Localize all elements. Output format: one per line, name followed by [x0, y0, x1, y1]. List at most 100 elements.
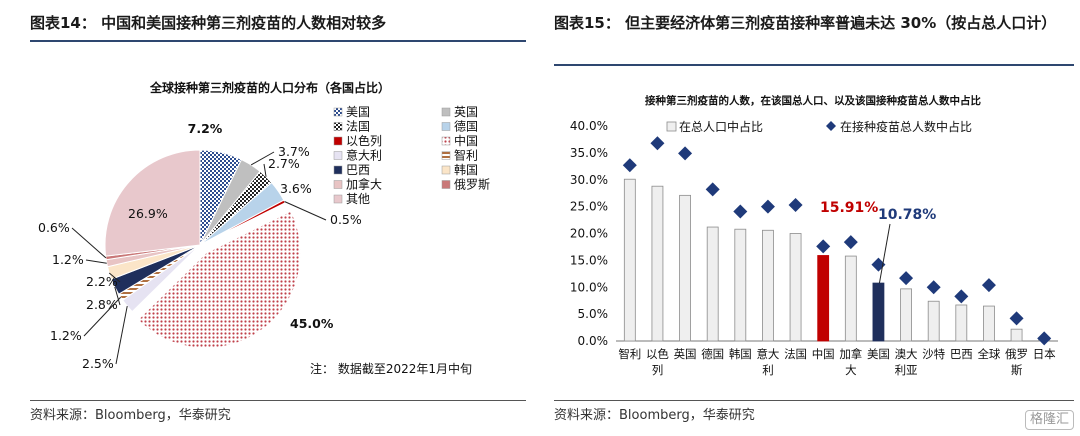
x-tick-1-1: 列 — [652, 363, 664, 377]
bar-12 — [955, 304, 968, 342]
pie-chart: 全球接种第三剂疫苗的人口分布（各国占比） 注： 数据截至2022年1月中旬 7.2%… — [38, 80, 490, 376]
pie-label-7: 1.2% — [50, 328, 82, 343]
source-rule-right — [554, 400, 1074, 401]
marker-4 — [733, 204, 748, 219]
pie-label-3: 3.6% — [280, 181, 312, 196]
bar-3 — [706, 226, 719, 342]
legend-swatch-2 — [333, 122, 343, 131]
x-tick-14-0: 俄罗 — [1005, 347, 1028, 361]
legend-swatch-5 — [441, 136, 451, 146]
pie-slice-5 — [137, 210, 302, 349]
x-tick-15-0: 日本 — [1033, 347, 1056, 361]
bar-7 — [817, 255, 830, 342]
bar-11 — [927, 300, 940, 342]
marker-2 — [678, 146, 693, 161]
pie-note: 注： 数据截至2022年1月中旬 — [310, 361, 472, 376]
bar-10 — [900, 288, 912, 342]
highlight-label-1: 10.78% — [878, 207, 936, 223]
legend-label-9: 韩国 — [454, 162, 478, 177]
highlight-leader-1 — [878, 223, 891, 284]
pie-slice-12 — [104, 149, 201, 257]
pie-label-12: 26.9% — [128, 206, 168, 221]
x-tick-11-0: 沙特 — [922, 347, 945, 361]
y-tick-6: 30.0% — [570, 173, 608, 187]
bar-5 — [762, 229, 774, 342]
source-left: 资料来源：Bloomberg，华泰研究 — [30, 408, 231, 423]
x-tick-14-1: 斯 — [1011, 363, 1023, 377]
legend-label-5: 中国 — [454, 133, 478, 148]
legend-bar-swatch — [666, 121, 677, 132]
legend-swatch-0 — [333, 107, 343, 117]
y-tick-1: 5.0% — [578, 307, 609, 321]
x-tick-2-0: 英国 — [674, 347, 697, 361]
pie-label-1: 3.7% — [278, 144, 310, 159]
x-tick-8-1: 大 — [845, 363, 857, 377]
bar-1 — [651, 185, 664, 342]
marker-8 — [843, 235, 858, 250]
source-rule-left — [30, 400, 526, 401]
x-tick-5-0: 意大 — [756, 347, 779, 361]
marker-6 — [788, 198, 803, 213]
pie-leader-10 — [85, 259, 107, 264]
pie-label-8: 2.8% — [86, 297, 118, 312]
y-tick-0: 0.0% — [578, 334, 609, 348]
x-tick-3-0: 德国 — [701, 347, 724, 361]
marker-15 — [1037, 331, 1052, 346]
pie-leader-6 — [115, 305, 128, 365]
bar-13 — [983, 305, 995, 342]
legend-swatch-10 — [333, 180, 343, 189]
bar-6 — [789, 233, 802, 342]
legend-label-4: 以色列 — [346, 134, 382, 148]
marker-12 — [954, 289, 969, 304]
y-tick-8: 40.0% — [570, 119, 608, 133]
bar-14 — [1010, 328, 1023, 342]
legend-label-7: 智利 — [454, 148, 478, 163]
bar-9 — [872, 282, 885, 342]
pie-leader-8 — [114, 286, 121, 306]
legend-swatch-11 — [441, 180, 451, 189]
legend-label-10: 加拿大 — [346, 177, 382, 192]
x-tick-7-0: 中国 — [812, 347, 835, 361]
figure-title-left: 图表14： 中国和美国接种第三剂疫苗的人数相对较多 — [30, 14, 387, 32]
marker-1 — [650, 136, 665, 151]
legend-label-11: 俄罗斯 — [454, 178, 490, 192]
y-tick-7: 35.0% — [570, 146, 608, 160]
figure-title-right: 图表15： 但主要经济体第三剂疫苗接种率普遍未达 30%（按占总人口计） — [554, 14, 1057, 32]
x-tick-9-0: 美国 — [867, 347, 890, 361]
legend-marker-swatch — [826, 121, 836, 131]
legend-marker-label: 在接种疫苗总人数中占比 — [840, 119, 972, 134]
marker-7 — [816, 239, 831, 254]
x-tick-1-0: 以色 — [646, 347, 669, 361]
pie-label-5: 45.0% — [290, 316, 334, 331]
x-tick-0-0: 智利 — [618, 347, 641, 361]
bar-0 — [623, 178, 636, 342]
marker-0 — [622, 158, 637, 173]
y-tick-4: 20.0% — [570, 227, 608, 241]
legend-label-6: 意大利 — [346, 148, 382, 163]
legend-bar-label: 在总人口中占比 — [679, 119, 763, 134]
marker-14 — [1009, 311, 1024, 326]
y-tick-2: 10.0% — [570, 280, 608, 294]
right-panel: 图表15： 但主要经济体第三剂疫苗接种率普遍未达 30%（按占总人口计） 接种第… — [546, 0, 1080, 436]
legend-swatch-4 — [333, 136, 343, 146]
pie-leader-4 — [284, 201, 327, 221]
pie-leader-7 — [83, 296, 122, 337]
x-tick-10-0: 澳大 — [895, 347, 918, 361]
legend-label-2: 法国 — [346, 120, 370, 134]
title-rule-left — [30, 40, 526, 42]
pie-slice-4 — [199, 199, 286, 246]
x-tick-13-0: 全球 — [977, 347, 1000, 361]
pie-label-6: 2.5% — [82, 356, 114, 371]
x-tick-5-1: 利 — [762, 363, 774, 377]
legend-swatch-1 — [441, 107, 451, 117]
pie-label-9: 2.2% — [86, 274, 118, 289]
bar-chart: 接种第三剂疫苗的人数，在该国总人口、以及该国接种疫苗总人数中占比 0.0% 5.0%… — [570, 94, 1058, 377]
marker-3 — [705, 182, 720, 197]
legend-swatch-7 — [441, 151, 451, 160]
x-tick-8-0: 加拿 — [839, 347, 862, 361]
title-rule-right — [554, 64, 1074, 66]
y-tick-3: 15.0% — [570, 253, 608, 267]
legend-label-8: 巴西 — [346, 163, 370, 177]
legend-swatch-9 — [441, 165, 451, 175]
legend-label-3: 德国 — [454, 119, 478, 134]
